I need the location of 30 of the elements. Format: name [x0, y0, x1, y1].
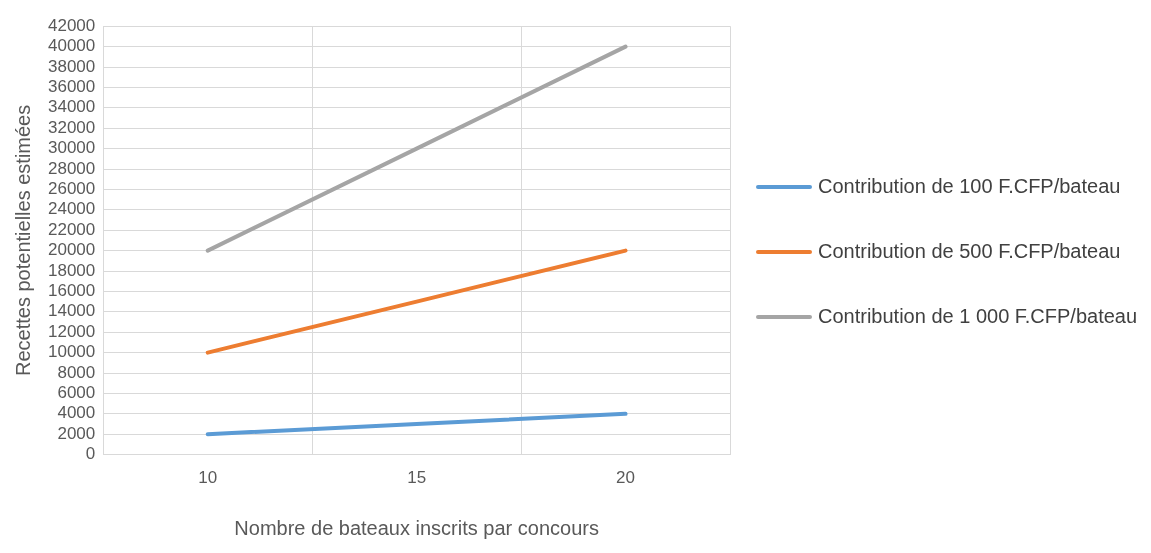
x-tick-label: 20 — [616, 468, 636, 488]
y-tick-label: 32000 — [47, 117, 96, 137]
y-tick-label: 20000 — [47, 240, 96, 260]
y-tick-label: 2000 — [57, 423, 96, 443]
y-tick-label: 34000 — [47, 97, 96, 117]
y-tick-label: 38000 — [47, 56, 96, 76]
legend-label: Contribution de 500 F.CFP/bateau — [818, 240, 1121, 263]
y-tick-label: 42000 — [47, 15, 96, 35]
legend-label: Contribution de 100 F.CFP/bateau — [818, 175, 1121, 198]
y-tick-label: 6000 — [57, 383, 96, 403]
y-tick-label: 12000 — [47, 321, 96, 341]
y-tick-label: 26000 — [47, 179, 96, 199]
y-tick-label: 28000 — [47, 158, 96, 178]
y-tick-label: 36000 — [47, 77, 96, 97]
x-tick-label: 10 — [198, 468, 218, 488]
x-tick-label: 15 — [407, 468, 427, 488]
y-tick-label: 14000 — [47, 301, 96, 321]
y-tick-label: 10000 — [47, 342, 96, 362]
y-tick-label: 8000 — [57, 362, 96, 382]
y-tick-label: 0 — [85, 444, 96, 464]
legend-label: Contribution de 1 000 F.CFP/bateau — [818, 305, 1138, 328]
y-tick-label: 40000 — [47, 36, 96, 56]
y-axis-title: Recettes potentielles estimées — [11, 104, 34, 377]
y-tick-label: 30000 — [47, 138, 96, 158]
x-axis-title: Nombre de bateaux inscrits par concours — [234, 516, 599, 539]
y-tick-label: 24000 — [47, 199, 96, 219]
y-tick-label: 16000 — [47, 281, 96, 301]
y-tick-label: 22000 — [47, 219, 96, 239]
y-tick-label: 4000 — [57, 403, 96, 423]
y-tick-label: 18000 — [47, 260, 96, 280]
